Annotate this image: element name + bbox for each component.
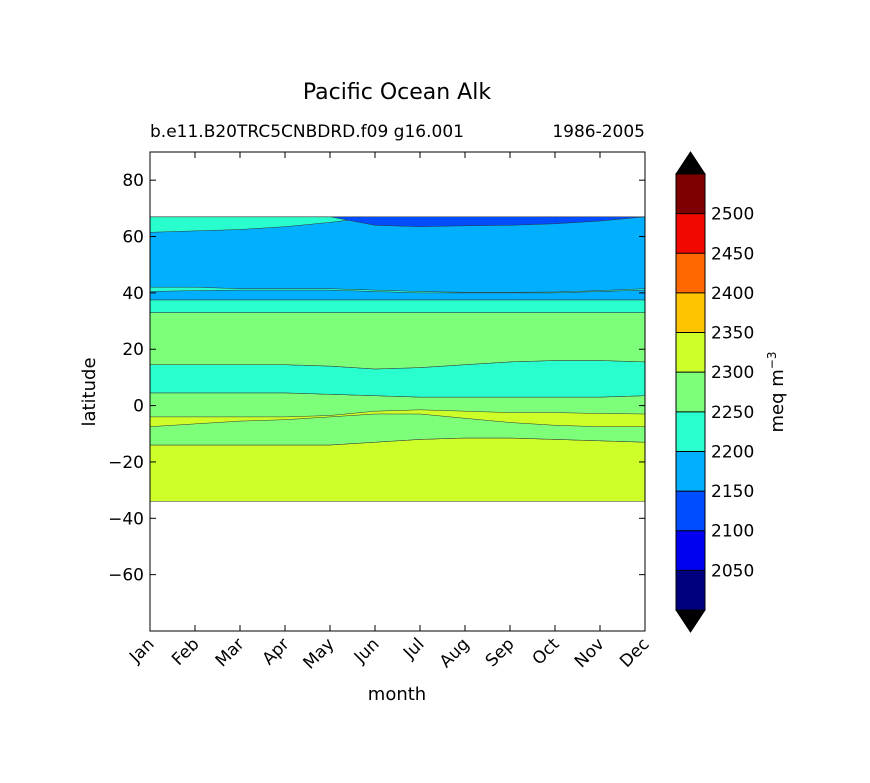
colorbar-segment	[676, 570, 705, 610]
x-tick-label: Feb	[168, 634, 203, 669]
contour-bands	[150, 216, 645, 502]
colorbar-label-exponent: −3	[765, 352, 779, 370]
y-tick-label: 60	[122, 228, 144, 248]
y-tick-label: −20	[108, 453, 144, 473]
colorbar-segment	[676, 332, 705, 373]
colorbar-tick-label: 2400	[711, 284, 754, 304]
band-arctic-edge-east	[150, 216, 645, 227]
y-tick-label: 80	[122, 171, 144, 191]
x-tick-label: Jun	[350, 634, 384, 668]
y-tick-label: −40	[108, 509, 144, 529]
x-tick-label: Nov	[571, 634, 609, 672]
y-axis-label: latitude	[79, 357, 100, 426]
colorbar-segment	[676, 411, 705, 452]
x-tick-label: Jul	[399, 634, 428, 663]
colorbar-segment	[676, 530, 705, 571]
colorbar-extend-max	[675, 151, 706, 175]
x-tick-label: May	[300, 634, 339, 673]
chart-title: Pacific Ocean Alk	[303, 80, 491, 105]
x-tick-label: Mar	[212, 634, 249, 671]
colorbar-tick-label: 2450	[711, 244, 754, 264]
colorbar-extend-min	[675, 609, 706, 633]
colorbar-tick-label: 2150	[711, 482, 754, 502]
x-axis-label: month	[368, 684, 426, 705]
y-tick-label: 20	[122, 340, 144, 360]
y-axis: 80 60 40 20 0 −20 −40 −60	[108, 171, 645, 586]
colorbar-tick-label: 2100	[711, 522, 754, 542]
colorbar-tick-label: 2200	[711, 442, 754, 462]
x-tick-label: Dec	[616, 634, 653, 671]
colorbar-tick-label: 2300	[711, 363, 754, 383]
y-tick-label: 0	[133, 397, 144, 417]
band-south-equatorial-tongue	[150, 409, 645, 427]
band-north-40-line	[150, 286, 645, 294]
x-tick-label: Apr	[259, 634, 294, 669]
chart-subtitle-left: b.e11.B20TRC5CNBDRD.f09 g16.001	[150, 122, 464, 142]
x-axis: Jan Feb Mar Apr May Jun Jul Aug Sep Oct Nov Dec	[125, 152, 654, 673]
colorbar-tick-label: 2250	[711, 403, 754, 423]
plot-frame	[149, 151, 646, 632]
x-tick-label: Oct	[529, 634, 564, 669]
x-tick-label: Sep	[482, 634, 519, 671]
colorbar-segment	[676, 174, 705, 214]
colorbar-tick-label: 2050	[711, 561, 754, 581]
x-tick-label: Aug	[436, 634, 474, 672]
colorbar-segment	[676, 213, 705, 254]
colorbar-tick-label: 2500	[711, 205, 754, 225]
colorbar-segment	[676, 292, 705, 333]
band-south-subtropical	[150, 437, 645, 502]
y-tick-label: 40	[122, 284, 144, 304]
colorbar-segment	[676, 451, 705, 492]
colorbar-segment	[676, 253, 705, 293]
y-tick-label: −60	[108, 566, 144, 586]
colorbar-tick-label: 2350	[711, 324, 754, 344]
colorbar-label: meq m−3	[765, 352, 788, 433]
band-north-subtropical	[150, 312, 645, 370]
band-north-midlatitude	[150, 299, 645, 313]
colorbar-segment	[676, 372, 705, 412]
colorbar-segment	[676, 491, 705, 531]
colorbar-frame	[675, 173, 706, 611]
chart-subtitle-right: 1986-2005	[552, 122, 645, 142]
x-tick-label: Jan	[125, 634, 158, 667]
colorbar: 2050 2100 2150 2200 2250 2300 2350 2400 2450 2500	[675, 151, 754, 633]
colorbar-label-text: meq m	[767, 369, 788, 432]
